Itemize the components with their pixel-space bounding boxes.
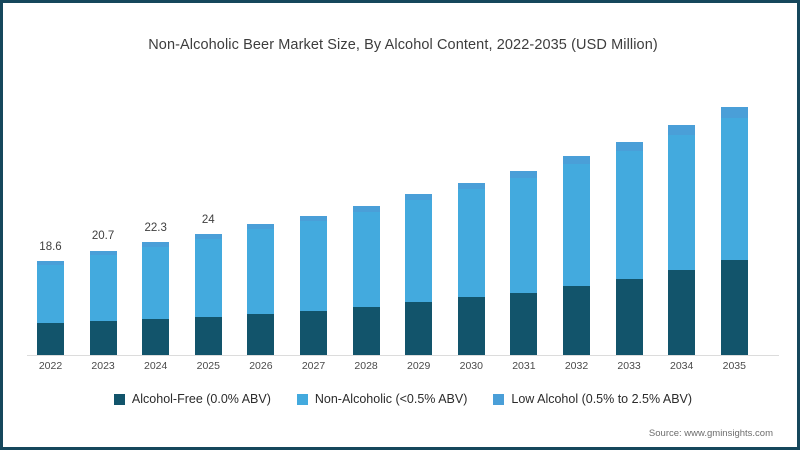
value-label-2022: 18.6 — [39, 241, 62, 254]
bar-2024 — [142, 242, 170, 355]
chart-legend: Alcohol-Free (0.0% ABV) Non-Alcoholic (<0… — [3, 392, 800, 406]
x-axis-label-2027: 2027 — [301, 360, 326, 372]
bar-2030 — [457, 182, 485, 355]
legend-label-1: Non-Alcoholic (<0.5% ABV) — [314, 392, 468, 406]
bar-segment-2029-1 — [405, 199, 433, 302]
square-swatch-icon — [493, 393, 505, 405]
chart-title: Non-Alcoholic Beer Market Size, By Alcoh… — [148, 37, 658, 53]
bar-2027 — [300, 215, 327, 355]
x-axis-label-2023: 2023 — [91, 360, 115, 372]
bar-segment-2030-0 — [457, 297, 485, 355]
bar-segment-2027-1 — [300, 221, 327, 312]
bar-segment-2022-1 — [37, 265, 64, 324]
bar-segment-2027-0 — [300, 311, 327, 355]
bar-2029 — [405, 193, 433, 355]
bar-segment-2030-1 — [457, 189, 485, 298]
legend-label-2: Low Alcohol (0.5% to 2.5% ABV) — [511, 392, 693, 406]
bar-2032 — [563, 156, 590, 355]
bar-segment-2022-2 — [37, 261, 64, 266]
bar-segment-2034-1 — [668, 134, 696, 271]
bar-segment-2032-1 — [563, 164, 590, 287]
bar-segment-2030-2 — [457, 182, 485, 190]
bar-segment-2031-2 — [510, 170, 538, 179]
plot-area: 18.6 2022 20.7 2023 22.3 2024 24 2025 2026 2027 20… — [3, 3, 800, 453]
bar-segment-2035-1 — [720, 117, 748, 261]
bar-segment-2031-0 — [510, 292, 538, 355]
bar-segment-2024-0 — [142, 319, 170, 355]
square-swatch-icon — [296, 393, 308, 405]
bar-segment-2028-2 — [352, 206, 380, 212]
bar-segment-2023-2 — [89, 250, 117, 256]
square-swatch-icon — [113, 393, 125, 405]
value-label-2025: 24 — [201, 213, 215, 226]
bar-segment-2032-0 — [563, 286, 590, 355]
bar-segment-2026-2 — [247, 223, 275, 229]
bar-segment-2033-0 — [615, 279, 643, 355]
bar-2022 — [37, 261, 64, 355]
bar-2028 — [352, 206, 380, 355]
bar-segment-2024-2 — [142, 242, 170, 248]
legend-item-0[interactable]: Alcohol-Free (0.0% ABV) — [113, 392, 271, 406]
value-label-2023: 20.7 — [91, 230, 115, 243]
x-axis-label-2028: 2028 — [354, 360, 378, 372]
x-axis-label-2032: 2032 — [564, 360, 589, 372]
bar-segment-2022-0 — [37, 323, 64, 355]
bar-2025 — [194, 233, 222, 355]
bar-segment-2035-2 — [720, 107, 748, 118]
x-axis-label-2031: 2031 — [512, 360, 536, 372]
x-axis-label-2029: 2029 — [407, 360, 431, 372]
source-caption: Source: www.gminsights.com — [648, 428, 773, 439]
x-axis-label-2025: 2025 — [196, 360, 220, 372]
value-label-2024: 22.3 — [144, 222, 167, 235]
bar-segment-2025-1 — [194, 238, 222, 318]
bar-segment-2024-1 — [142, 247, 170, 320]
bar-segment-2033-1 — [615, 150, 643, 280]
bar-segment-2025-2 — [194, 233, 222, 239]
x-axis-label-2034: 2034 — [670, 360, 694, 372]
bar-2023 — [89, 250, 117, 355]
bar-segment-2025-0 — [194, 317, 222, 355]
bar-2033 — [615, 141, 643, 355]
bar-2035 — [720, 107, 748, 355]
x-axis-line — [27, 355, 779, 356]
bar-segment-2028-0 — [352, 307, 380, 355]
bar-segment-2026-1 — [247, 228, 275, 315]
legend-item-2[interactable]: Low Alcohol (0.5% to 2.5% ABV) — [493, 392, 692, 406]
legend-item-1[interactable]: Non-Alcoholic (<0.5% ABV) — [296, 392, 468, 406]
x-axis-label-2024: 2024 — [144, 360, 168, 372]
bar-segment-2028-1 — [352, 211, 380, 308]
bar-segment-2029-0 — [405, 301, 433, 355]
x-axis-label-2022: 2022 — [38, 360, 63, 372]
bar-segment-2023-0 — [89, 321, 117, 355]
bar-segment-2035-0 — [720, 260, 748, 355]
bar-2026 — [247, 223, 275, 355]
bar-2031 — [510, 170, 538, 355]
x-axis-label-2033: 2033 — [617, 360, 641, 372]
bar-segment-2034-2 — [668, 125, 696, 135]
x-axis-label-2030: 2030 — [459, 360, 483, 372]
bar-segment-2026-0 — [247, 314, 275, 355]
bar-segment-2027-2 — [300, 215, 327, 222]
bar-segment-2032-2 — [563, 156, 590, 165]
x-axis-label-2026: 2026 — [249, 360, 273, 372]
bar-segment-2031-1 — [510, 178, 538, 293]
legend-label-0: Alcohol-Free (0.0% ABV) — [131, 392, 271, 406]
bar-segment-2029-2 — [405, 193, 433, 200]
bar-2034 — [668, 125, 696, 355]
x-axis-label-2035: 2035 — [722, 360, 746, 372]
bar-segment-2034-0 — [668, 270, 696, 355]
bar-segment-2023-1 — [89, 255, 117, 322]
bar-segment-2033-2 — [615, 141, 643, 151]
